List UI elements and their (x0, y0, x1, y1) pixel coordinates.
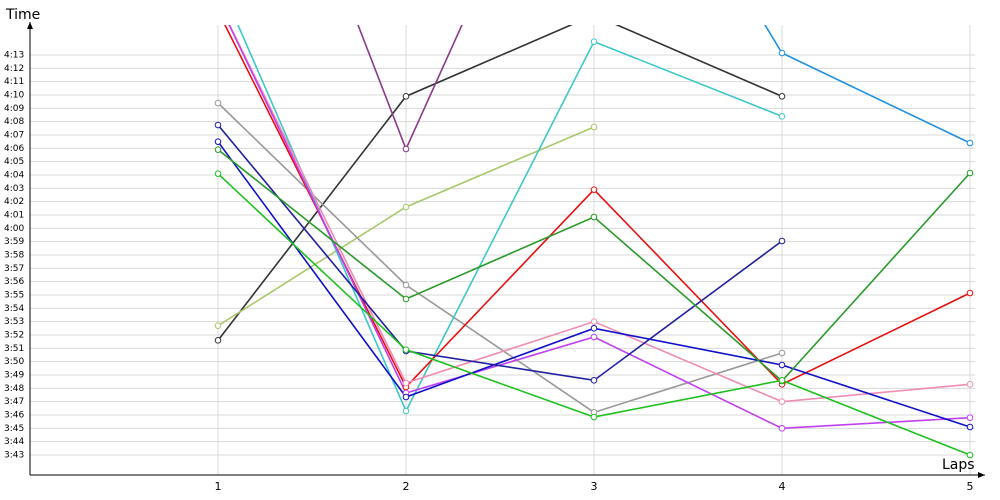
y-tick-label: 4:00 (4, 224, 24, 234)
data-point (966, 139, 974, 147)
y-tick-label: 4:08 (4, 117, 24, 127)
y-tick-label: 4:06 (4, 144, 24, 154)
data-point (214, 138, 222, 145)
y-tick-label: 3:44 (4, 437, 24, 447)
data-point (214, 322, 222, 329)
data-point (590, 123, 598, 131)
x-arrow (978, 472, 985, 478)
series-line (237, 25, 783, 413)
data-point (590, 413, 598, 421)
y-tick-label: 4:11 (4, 77, 24, 87)
data-point (966, 381, 974, 388)
data-point (778, 93, 786, 100)
y-tick-label: 3:48 (4, 384, 24, 394)
data-point (778, 349, 786, 357)
y-tick-label: 4:02 (4, 197, 24, 207)
data-point (590, 186, 598, 193)
y-tick-label: 3:46 (4, 411, 24, 421)
data-point (966, 423, 974, 431)
data-point (402, 346, 410, 353)
x-tick-label: 1 (215, 480, 222, 493)
y-tick-label: 3:54 (4, 304, 24, 314)
data-point (214, 337, 222, 344)
data-point (402, 407, 410, 415)
data-point (966, 451, 974, 459)
plot-area (214, 0, 974, 459)
y-tick-label: 3:58 (4, 251, 24, 261)
y-tick-label: 4:04 (4, 171, 24, 181)
data-point (778, 237, 786, 245)
x-tick-label: 4 (779, 480, 786, 493)
y-tick-label: 4:07 (4, 131, 24, 141)
y-tick-label: 3:50 (4, 357, 24, 367)
y-tick-label: 3:45 (4, 424, 24, 434)
data-point (778, 398, 786, 405)
y-tick-label: 4:03 (4, 184, 24, 194)
x-tick-label: 5 (967, 480, 974, 493)
data-point (778, 113, 786, 120)
y-tick-label: 3:57 (4, 264, 24, 274)
data-point (591, 12, 597, 18)
y-tick-label: 3:53 (4, 317, 24, 327)
y-tick-label: 3:49 (4, 371, 24, 381)
data-point (402, 393, 410, 401)
y-tick-label: 4:09 (4, 104, 24, 114)
data-point (590, 333, 598, 341)
y-tick-label: 4:10 (4, 91, 24, 101)
data-point (402, 93, 410, 100)
data-point (590, 377, 598, 384)
series-line (217, 25, 783, 341)
data-point (590, 38, 598, 45)
data-point (402, 203, 410, 211)
data-point (215, 0, 221, 4)
y-tick-label: 3:47 (4, 397, 24, 407)
y-arrow (27, 22, 33, 29)
y-tick-label: 4:13 (4, 51, 24, 61)
y-axis-label: Time (5, 7, 40, 23)
data-point (402, 295, 410, 303)
data-point (778, 361, 786, 369)
data-point (402, 281, 410, 289)
x-axis-label: Laps (942, 457, 975, 473)
x-tick-label: 2 (403, 480, 410, 493)
data-point (590, 318, 598, 325)
data-point (966, 289, 974, 297)
data-point (590, 325, 598, 332)
y-tick-label: 3:51 (4, 344, 24, 354)
x-tick-label: 3 (591, 480, 598, 493)
data-point (966, 169, 974, 177)
data-point (214, 121, 222, 129)
data-point (214, 146, 222, 153)
series-line (217, 124, 783, 382)
y-tick-label: 3:59 (4, 237, 24, 247)
y-tick-label: 4:05 (4, 157, 24, 167)
grid (30, 25, 975, 475)
data-point (402, 379, 410, 387)
y-tick-label: 3:56 (4, 277, 24, 287)
data-point (214, 99, 222, 107)
data-point (402, 145, 410, 153)
y-tick-label: 3:43 (4, 451, 24, 461)
data-point (215, 0, 221, 4)
data-point (966, 414, 974, 421)
data-point (214, 170, 222, 177)
y-tick-label: 3:55 (4, 291, 24, 301)
data-point (778, 425, 786, 432)
data-point (215, 8, 221, 14)
data-point (590, 213, 598, 221)
y-tick-label: 4:12 (4, 64, 24, 74)
data-point (778, 49, 786, 57)
y-tick-label: 4:01 (4, 211, 24, 221)
y-tick-label: 3:52 (4, 331, 24, 341)
data-point (778, 377, 786, 384)
